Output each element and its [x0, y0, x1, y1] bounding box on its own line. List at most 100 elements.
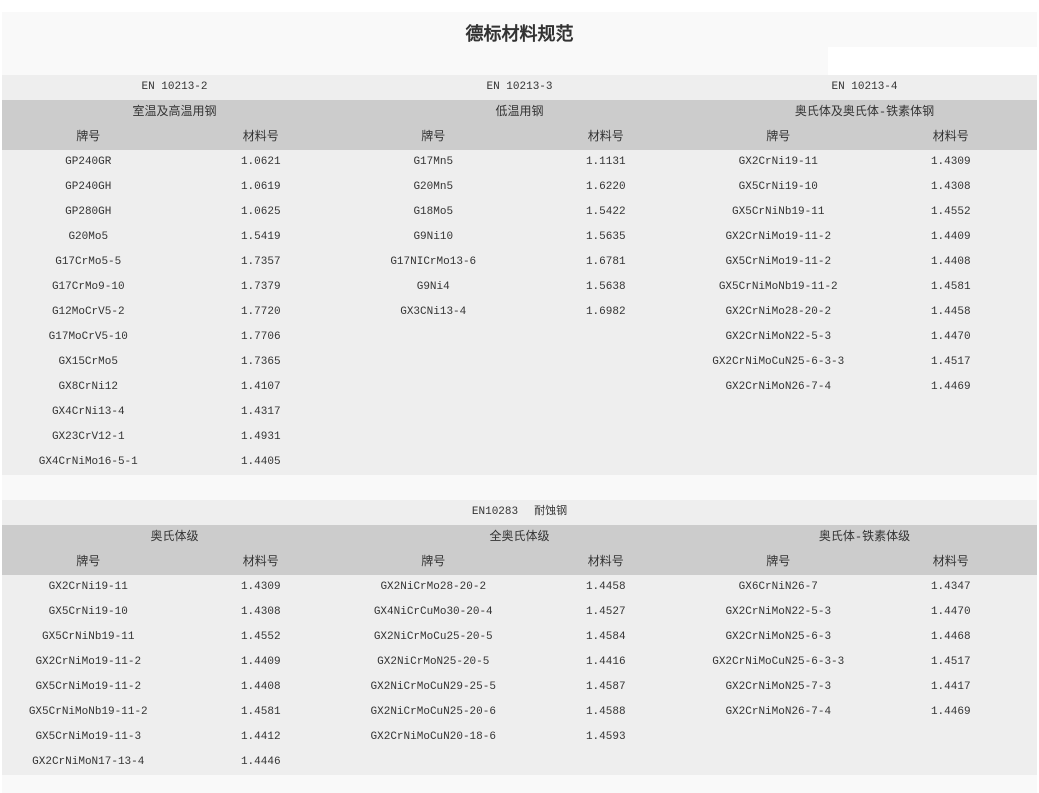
standard-label: EN 10213-3 [486, 81, 553, 93]
grade-cell: GX5CrNiNb19-11 [42, 631, 135, 643]
category-label: 奥氏体-铁素体级 [818, 530, 911, 544]
page: 德标材料规范 EN 10213-2 EN 10213-3 EN 10213-4 … [2, 12, 1037, 793]
column-header-material: 材料号 [932, 130, 969, 144]
grade-cell [692, 400, 865, 425]
section-en10283: EN10283 耐蚀钢 奥氏体级 全奥氏体级 奥氏体-铁素体级 牌号 材料号 牌… [2, 500, 1037, 775]
material-number-cell [520, 425, 693, 450]
grade-cell: GX6CrNiN26-7 [738, 581, 818, 593]
standard-row: EN10283 耐蚀钢 [2, 500, 1037, 525]
column-header-grade: 牌号 [421, 130, 446, 144]
material-number-cell [865, 450, 1038, 475]
table-row: GX23CrV12-1 1.4931 [2, 425, 1037, 450]
material-number-cell: 1.4470 [930, 331, 971, 343]
grade-cell: GX5CrNiMo19-11-2 [35, 681, 142, 693]
material-number-cell: 1.4552 [930, 206, 971, 218]
grade-cell: GX2CrNiMo28-20-2 [725, 306, 832, 318]
material-number-cell: 1.4308 [930, 181, 971, 193]
grade-cell: GX2CrNiMoCuN20-18-6 [370, 731, 496, 743]
grade-cell: G17Mn5 [413, 156, 454, 168]
grade-cell [347, 375, 520, 400]
material-number-cell: 1.4416 [585, 656, 626, 668]
column-header-material: 材料号 [932, 555, 969, 569]
grade-cell [692, 725, 865, 750]
material-number-cell: 1.4470 [930, 606, 971, 618]
grade-cell: GX3CNi13-4 [400, 306, 467, 318]
grade-cell: GX2CrNiMoN26-7-4 [725, 381, 832, 393]
grade-cell: GX8CrNi12 [58, 381, 118, 393]
grade-cell: GX2NiCrMoCu25-20-5 [373, 631, 493, 643]
material-number-cell: 1.4412 [240, 731, 281, 743]
material-number-cell: 1.4446 [240, 756, 281, 768]
material-number-cell: 1.4408 [240, 681, 281, 693]
grade-cell: GX5CrNiMo19-11-2 [725, 256, 832, 268]
grade-cell: GX5CrNiMoNb19-11-2 [718, 281, 838, 293]
table-row: GX4CrNi13-4 1.4317 [2, 400, 1037, 425]
title-band: 德标材料规范 [2, 12, 1037, 75]
material-number-cell: 1.4408 [930, 256, 971, 268]
grade-cell: GX2CrNiMoCuN25-6-3-3 [712, 656, 845, 668]
material-number-cell: 1.6982 [585, 306, 626, 318]
table-row: GX5CrNiMo19-11-3 1.4412 GX2CrNiMoCuN20-18-… [2, 725, 1037, 750]
grade-cell: GP240GH [65, 181, 112, 193]
material-number-cell: 1.4587 [585, 681, 626, 693]
grade-cell: GX2NiCrMoN25-20-5 [377, 656, 490, 668]
column-header-material: 材料号 [242, 130, 279, 144]
grade-cell [347, 400, 520, 425]
material-number-cell: 1.4347 [930, 581, 971, 593]
grade-cell: GX2CrNiMoN25-6-3 [725, 631, 832, 643]
material-number-cell: 1.5638 [585, 281, 626, 293]
table-row: GP280GH 1.0625 G18Mo5 1.5422 GX5CrNiNb19-11 1… [2, 200, 1037, 225]
material-number-cell: 1.1131 [585, 156, 626, 168]
material-number-cell: 1.6781 [585, 256, 626, 268]
material-number-cell: 1.4309 [240, 581, 281, 593]
grade-cell: G20Mn5 [413, 181, 454, 193]
material-number-cell [865, 425, 1038, 450]
grade-cell: GX15CrMo5 [58, 356, 118, 368]
table-row: GX2CrNiMoN17-13-4 1.4446 [2, 750, 1037, 775]
grade-cell: GX5CrNiNb19-11 [732, 206, 825, 218]
table-row: G17CrMo9-10 1.7379 G9Ni4 1.5638 GX5CrNiMoNb1… [2, 275, 1037, 300]
page-footer-gap [2, 775, 1037, 793]
table-row: G20Mo5 1.5419 G9Ni10 1.5635 GX2CrNiMo19-11-2… [2, 225, 1037, 250]
material-number-cell: 1.5422 [585, 206, 626, 218]
category-label: 奥氏体级 [150, 530, 199, 544]
grade-cell [692, 450, 865, 475]
grade-cell [347, 350, 520, 375]
material-number-cell: 1.4527 [585, 606, 626, 618]
grade-cell: GX2NiCrMoCuN29-25-5 [370, 681, 496, 693]
material-number-cell: 1.7357 [240, 256, 281, 268]
grade-cell: GX5CrNiMoNb19-11-2 [28, 706, 148, 718]
grade-cell: GX4CrNi13-4 [51, 406, 125, 418]
material-number-cell: 1.4409 [930, 231, 971, 243]
column-header-material: 材料号 [587, 555, 624, 569]
grade-cell: GX2CrNiMo19-11-2 [725, 231, 832, 243]
material-number-cell: 1.4588 [585, 706, 626, 718]
material-number-cell: 1.4931 [240, 431, 281, 443]
table-row: GP240GR 1.0621 G17Mn5 1.1131 GX2CrNi19-11 1.4… [2, 150, 1037, 175]
grade-cell: G12MoCrV5-2 [51, 306, 125, 318]
grade-cell: GX2CrNiMoN25-7-3 [725, 681, 832, 693]
grade-cell: GX4NiCrCuMo30-20-4 [373, 606, 493, 618]
grade-cell: G18Mo5 [413, 206, 454, 218]
grade-cell: G17CrMo9-10 [51, 281, 125, 293]
material-number-cell [865, 400, 1038, 425]
material-number-cell: 1.0621 [240, 156, 281, 168]
page-title: 德标材料规范 [465, 24, 574, 45]
material-number-cell: 1.4309 [930, 156, 971, 168]
material-number-cell: 1.0625 [240, 206, 281, 218]
grade-cell: GX5CrNi19-10 [738, 181, 818, 193]
material-number-cell: 1.4593 [585, 731, 626, 743]
material-number-cell: 1.4581 [240, 706, 281, 718]
material-number-cell [520, 375, 693, 400]
material-number-cell [520, 450, 693, 475]
category-label: 室温及高温用钢 [132, 105, 217, 119]
column-header-grade: 牌号 [766, 130, 791, 144]
section-gap [2, 475, 1037, 500]
material-number-cell: 1.5635 [585, 231, 626, 243]
material-number-cell [520, 350, 693, 375]
column-header-row: 牌号 材料号 牌号 材料号 牌号 材料号 [2, 125, 1037, 150]
grade-cell [347, 325, 520, 350]
column-header-grade: 牌号 [76, 130, 101, 144]
column-header-grade: 牌号 [76, 555, 101, 569]
material-number-cell [520, 750, 693, 775]
